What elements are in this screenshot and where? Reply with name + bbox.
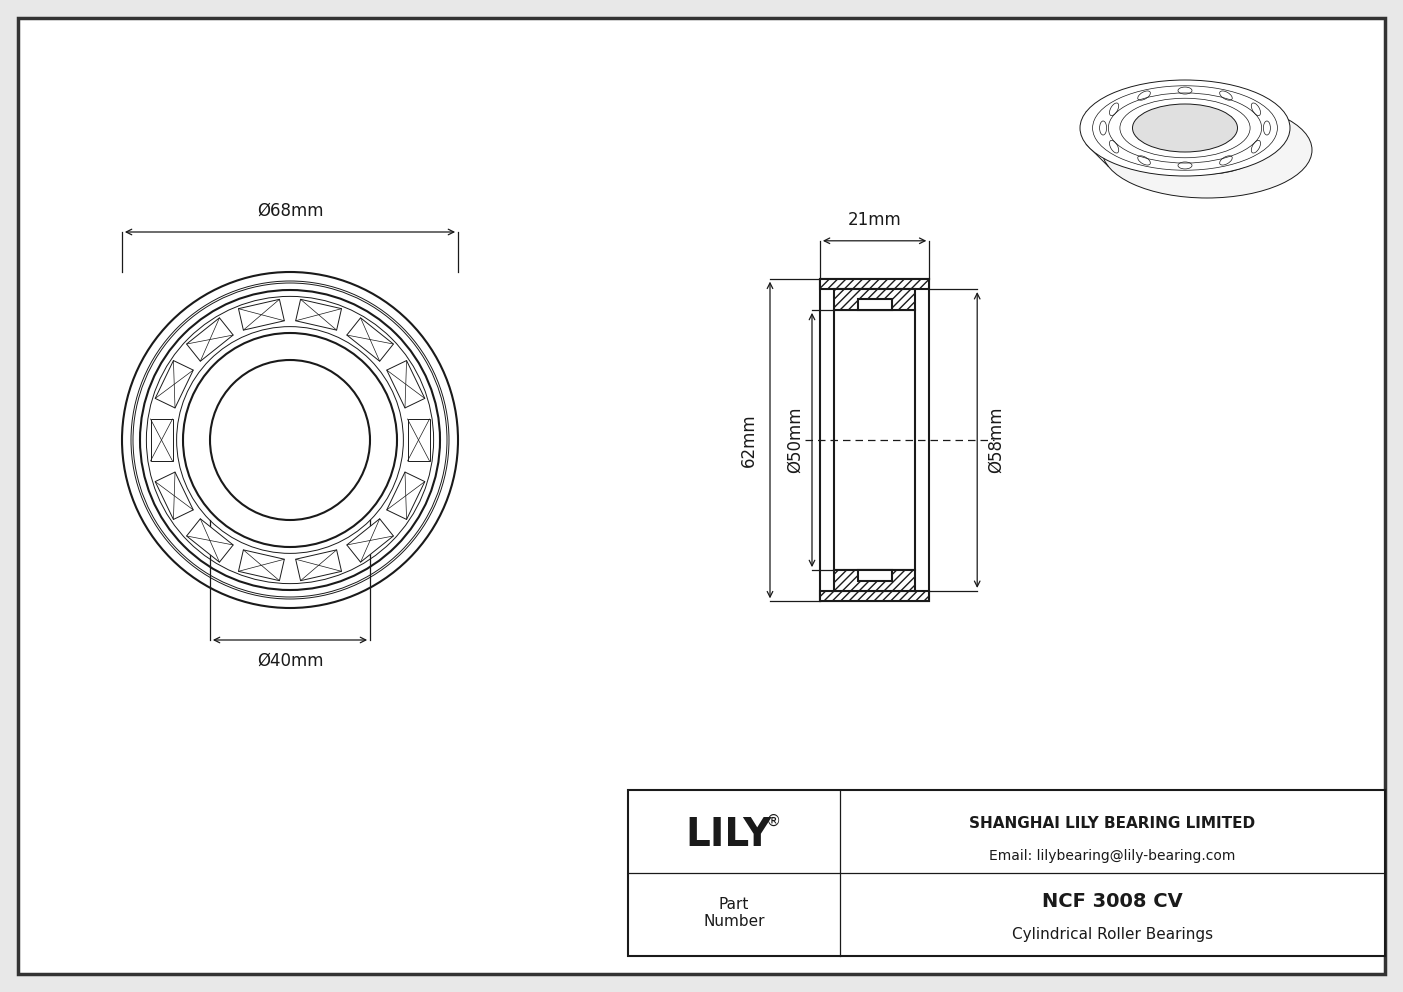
Polygon shape (187, 317, 233, 361)
Bar (857, 299, 892, 310)
Polygon shape (156, 360, 194, 408)
Text: Cylindrical Roller Bearings: Cylindrical Roller Bearings (1012, 927, 1214, 942)
Text: Ø50mm: Ø50mm (786, 407, 804, 473)
Polygon shape (187, 519, 233, 562)
Bar (629, 790, 1385, 956)
Text: SHANGHAI LILY BEARING LIMITED: SHANGHAI LILY BEARING LIMITED (969, 815, 1256, 830)
Bar (819, 591, 929, 601)
Polygon shape (387, 472, 425, 520)
Bar (857, 570, 892, 581)
Text: Email: lilybearing@lily-bearing.com: Email: lilybearing@lily-bearing.com (989, 849, 1236, 863)
Text: Ø68mm: Ø68mm (257, 202, 323, 220)
Ellipse shape (1132, 104, 1237, 152)
Bar (819, 279, 929, 601)
Text: NCF 3008 CV: NCF 3008 CV (1042, 892, 1183, 911)
Polygon shape (407, 419, 429, 461)
Polygon shape (156, 472, 194, 520)
Ellipse shape (1155, 126, 1260, 174)
Polygon shape (239, 300, 285, 330)
Polygon shape (239, 550, 285, 580)
Bar (833, 570, 915, 591)
Polygon shape (296, 300, 341, 330)
Text: 62mm: 62mm (739, 414, 758, 467)
Text: ®: ® (766, 813, 781, 828)
Ellipse shape (1080, 80, 1289, 176)
Text: Ø40mm: Ø40mm (257, 652, 323, 670)
Polygon shape (387, 360, 425, 408)
Ellipse shape (1101, 102, 1312, 198)
Polygon shape (347, 317, 393, 361)
Polygon shape (347, 519, 393, 562)
Text: LILY: LILY (686, 815, 772, 854)
Text: Ø58mm: Ø58mm (988, 407, 1005, 473)
Bar (833, 310, 915, 570)
Text: 21mm: 21mm (847, 211, 902, 229)
Bar (833, 290, 915, 310)
Text: Part
Number: Part Number (703, 897, 765, 930)
Bar (819, 279, 929, 290)
Polygon shape (296, 550, 341, 580)
Polygon shape (150, 419, 173, 461)
